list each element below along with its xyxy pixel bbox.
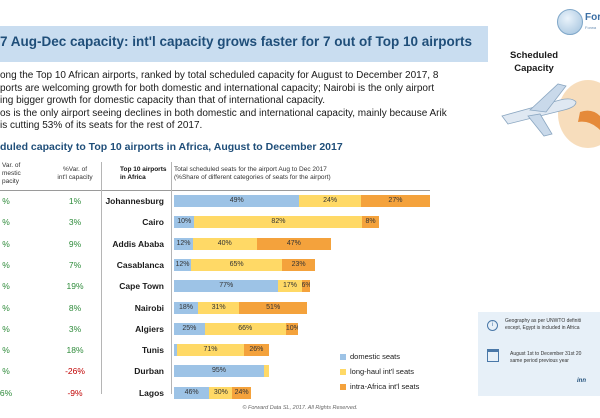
airport-label: Cape Town xyxy=(119,281,164,292)
bar-segment: 66% xyxy=(204,322,286,335)
intl-var-value: 8% xyxy=(68,302,82,313)
intl-var-value: 7% xyxy=(68,259,82,270)
bar-segment: 82% xyxy=(194,216,363,229)
airport-label: Cairo xyxy=(142,217,164,228)
dom-var-value: % xyxy=(2,217,10,228)
bullet-line: ing bigger growth for domestic capacity … xyxy=(0,95,325,106)
bar-segment: 18% xyxy=(174,301,198,314)
airport-label: Tunis xyxy=(141,345,164,356)
globe-logo-icon xyxy=(557,9,583,35)
intl-var-value: 18% xyxy=(66,345,84,356)
info-icon: i xyxy=(487,320,498,331)
dom-var-value: % xyxy=(2,281,10,292)
airport-header: Top 10 airports in Africa xyxy=(120,166,167,181)
bar-segment: 47% xyxy=(256,237,332,250)
period-note: August 1st to December 31st 20 same perio… xyxy=(510,351,582,364)
chart-subtitle: duled capacity to Top 10 airports in Afr… xyxy=(0,141,343,153)
bullet-line: os is the only airport seeing declines i… xyxy=(0,107,447,119)
airport-label: Algiers xyxy=(135,323,164,334)
bar-segment: 27% xyxy=(360,195,430,207)
bar-segment: 31% xyxy=(197,301,240,314)
bar-segment: 26% xyxy=(244,344,269,357)
intl-var-value: -26% xyxy=(65,366,85,377)
geography-note: Geography as per UNWTO definiti except, E… xyxy=(505,318,582,331)
bar-segment: 10% xyxy=(174,216,195,229)
dom-var-value: % xyxy=(2,366,10,377)
calendar-icon xyxy=(487,349,499,362)
bar-segment: 12% xyxy=(174,237,194,250)
legend-domestic: domestic seats xyxy=(340,352,400,361)
dom-var-value: 6% xyxy=(0,387,13,398)
column-divider xyxy=(101,162,102,394)
bullet-line: ports are welcoming growth for both dome… xyxy=(0,82,435,94)
bar-segment xyxy=(263,365,269,378)
share-header: Total scheduled seats for the airport Au… xyxy=(174,166,331,181)
bar-segment: 65% xyxy=(190,258,283,271)
title-banner: 7 Aug-Dec capacity: int'l capacity grows… xyxy=(0,26,488,62)
legend-intra-africa: intra-Africa int'l seats xyxy=(340,382,419,391)
scheduled-capacity-label: Scheduled Capacity xyxy=(510,50,559,74)
bar-segment xyxy=(174,344,177,357)
legend-long-haul: long-haul int'l seats xyxy=(340,367,414,376)
bar-segment: 51% xyxy=(239,301,308,314)
intl-var-header: %Var. of int'l capacity xyxy=(57,166,93,181)
bar-segment: 6% xyxy=(301,280,310,293)
bar-segment: 46% xyxy=(174,386,210,399)
airport-label: Nairobi xyxy=(134,302,164,313)
dom-var-value: % xyxy=(2,323,10,334)
footer-copyright: © Forward Data SL, 2017. All Rights Rese… xyxy=(242,405,358,411)
summary-bullets: ong the Top 10 African airports, ranked … xyxy=(0,70,470,133)
dom-var-value: % xyxy=(2,345,10,356)
bar-segment: 95% xyxy=(174,365,264,378)
bar-segment: 23% xyxy=(282,258,315,271)
bar-segment: 12% xyxy=(174,258,191,271)
bar-segment: 25% xyxy=(174,322,205,335)
airport-label: Lagos xyxy=(138,387,164,398)
airplane-icon xyxy=(501,80,600,148)
dom-var-value: % xyxy=(2,302,10,313)
bar-segment: 17% xyxy=(278,280,302,293)
dom-var-value: % xyxy=(2,259,10,270)
intl-var-value: 3% xyxy=(68,217,82,228)
intl-var-value: 9% xyxy=(68,238,82,249)
airport-label: Addis Ababa xyxy=(112,238,164,249)
intl-var-value: 1% xyxy=(68,196,82,206)
page-title: 7 Aug-Dec capacity: int'l capacity grows… xyxy=(0,34,473,49)
bullet-line: ong the Top 10 African airports, ranked … xyxy=(0,70,439,81)
airport-label: Casablanca xyxy=(116,259,164,270)
airport-label: Johannesburg xyxy=(105,196,164,206)
airport-label: Durban xyxy=(134,366,164,377)
bar-segment: 40% xyxy=(193,237,257,250)
brand-mark: inn xyxy=(577,378,586,384)
intl-var-value: 3% xyxy=(68,323,82,334)
bar-segment: 49% xyxy=(174,195,300,207)
intl-var-value: 19% xyxy=(66,281,84,292)
bullet-line: is cutting 53% of its seats for the rest… xyxy=(0,120,203,131)
column-divider xyxy=(171,162,172,394)
dom-var-header: Var. of mestic pacity xyxy=(2,162,21,185)
dom-var-value: % xyxy=(2,196,10,206)
bar-segment: 8% xyxy=(362,216,379,229)
bar-segment: 24% xyxy=(299,195,361,207)
logo-text: Forw xyxy=(585,12,600,23)
intl-var-value: -9% xyxy=(67,387,83,398)
bar-segment: 71% xyxy=(176,344,245,357)
bar-segment: 10% xyxy=(285,322,299,335)
dom-var-value: % xyxy=(2,238,10,249)
bar-segment: 24% xyxy=(232,386,251,399)
logo-subtext: Forwa xyxy=(585,25,597,30)
bar-segment: 77% xyxy=(174,280,279,293)
header-divider xyxy=(0,190,430,191)
bar-segment: 30% xyxy=(209,386,233,399)
